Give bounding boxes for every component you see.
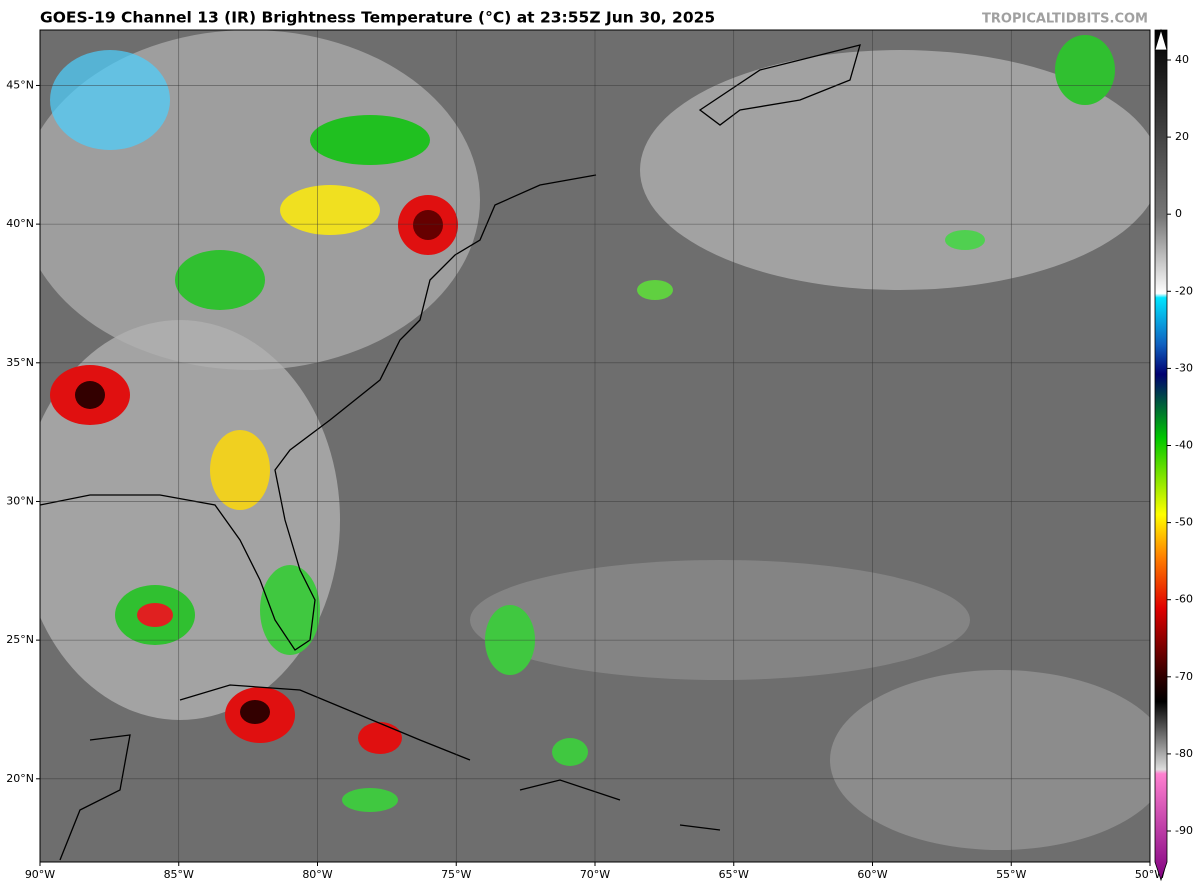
lat-label: 40°N xyxy=(6,217,34,230)
colorbar-ticks: 40 20 0 -20 -30 -40 -50 -60 -70 -80 -90 xyxy=(1167,53,1193,837)
colorbar-label: -20 xyxy=(1175,284,1193,297)
colorbar-label: -90 xyxy=(1175,824,1193,837)
colorbar-label: 20 xyxy=(1175,130,1189,143)
lon-label: 70°W xyxy=(580,868,610,881)
lon-label: 90°W xyxy=(25,868,55,881)
map-frame xyxy=(39,29,1151,863)
colorbar-label: 0 xyxy=(1175,207,1182,220)
colorbar-label: -70 xyxy=(1175,670,1193,683)
lat-label: 45°N xyxy=(6,78,34,91)
colorbar-label: -50 xyxy=(1175,516,1193,529)
lat-label: 35°N xyxy=(6,356,34,369)
lat-label: 25°N xyxy=(6,633,34,646)
colorbar-label: -30 xyxy=(1175,361,1193,374)
lat-label: 30°N xyxy=(6,494,34,507)
colorbar-label: -60 xyxy=(1175,593,1193,606)
title: GOES-19 Channel 13 (IR) Brightness Tempe… xyxy=(40,9,715,27)
colorbar-label: 40 xyxy=(1175,53,1189,66)
colorbar xyxy=(1154,28,1168,882)
colorbar-label: -40 xyxy=(1175,439,1193,452)
lon-label: 75°W xyxy=(441,868,471,881)
lon-label: 85°W xyxy=(164,868,194,881)
lat-label: 20°N xyxy=(6,772,34,785)
colorbar-label: -80 xyxy=(1175,747,1193,760)
lon-label: 60°W xyxy=(857,868,887,881)
lon-label: 65°W xyxy=(719,868,749,881)
lon-label: 55°W xyxy=(996,868,1026,881)
lon-label: 80°W xyxy=(302,868,332,881)
watermark: TROPICALTIDBITS.COM xyxy=(982,12,1148,27)
